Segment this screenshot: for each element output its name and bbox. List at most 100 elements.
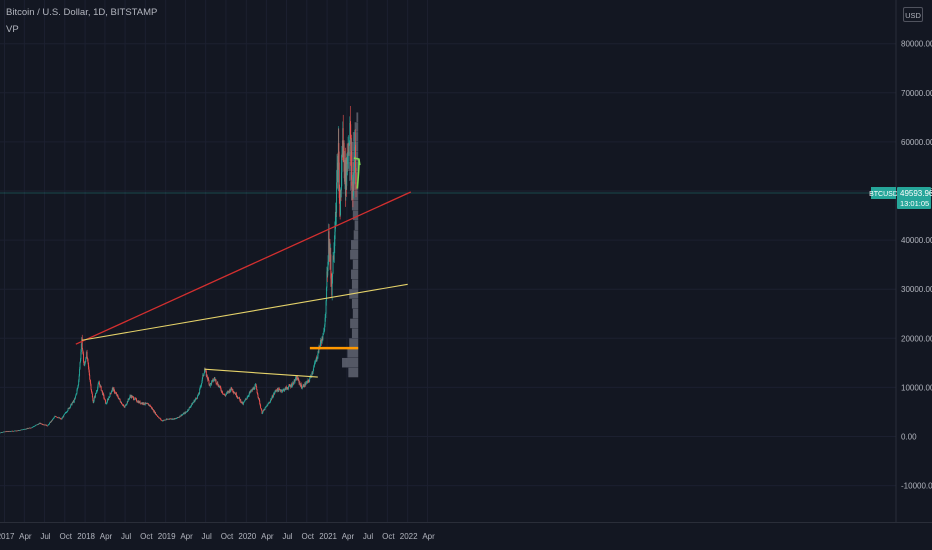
x-tick-label: Apr [19,532,32,541]
candle-body [197,395,198,399]
candle-body [257,392,258,395]
candle-body [171,419,173,420]
candle-body [142,402,144,405]
candle-body [249,391,251,394]
currency-button[interactable]: USD [903,7,923,22]
candle-body [73,399,75,402]
candle-body [79,362,81,369]
candle-body [94,396,96,399]
candle-body [268,403,270,404]
candle-body [305,382,307,385]
candle-body [155,414,157,416]
candle-body [240,399,242,403]
candle-body [226,392,228,394]
candle-body [298,378,300,381]
candle-body [302,387,304,388]
candle-body [188,409,190,411]
candle-body [300,384,302,387]
candle-body [145,402,147,404]
candle-body [66,411,68,413]
volume-profile-bar [351,200,359,211]
candle-body [67,410,69,412]
candle-body [238,397,239,399]
candle-body [70,404,72,407]
candle-body [260,405,262,409]
volume-profile-bar [351,240,359,250]
candle-body [309,378,311,382]
candle-body [320,340,322,342]
candle-body [235,393,237,397]
y-tick-label: 0.00 [901,433,917,442]
candle-body [338,162,340,198]
candle-body [272,395,274,398]
candle-body [273,393,275,395]
candle-body [248,393,250,396]
candle-body [285,387,287,390]
candle-body [201,381,203,384]
candle-body [83,354,84,362]
x-tick-label: 2020 [238,532,256,541]
candle-body [293,379,295,384]
volume-profile-bar [352,259,359,270]
candle-body [93,398,95,401]
candle-body [144,404,146,405]
indicator-legend[interactable]: VP [6,24,19,35]
candle-body [262,411,264,413]
candle-body [323,330,325,334]
candle-body [332,255,334,274]
candle-body [257,394,259,397]
candle-body [77,384,79,387]
candle-body [269,402,271,403]
candle-body [103,398,105,399]
candle-body [132,396,134,398]
candle-body [80,343,82,352]
candle-body [129,397,130,400]
candle-body [219,386,221,388]
x-tick-label: Oct [140,532,153,541]
candle-body [101,390,103,392]
candle-body [246,397,248,399]
candle-body [63,414,65,416]
candle-body [220,387,222,391]
volume-profile-bar [356,112,359,122]
candle-body [41,423,43,425]
symbol-legend[interactable]: Bitcoin / U.S. Dollar, 1D, BITSTAMP [6,7,158,18]
candle-body [339,197,341,204]
x-tick-label: 2018 [77,532,95,541]
candle-body [282,389,284,391]
candle-body [322,335,324,340]
candle-body [158,417,160,418]
candle-body [331,276,333,295]
candle-body [77,386,79,388]
candle-body [266,405,268,407]
candle-body [253,387,255,390]
candle-body [287,386,289,389]
candle-body [198,392,200,395]
y-tick-label: 70000.00 [901,89,932,98]
candle-body [169,418,171,420]
candle-body [313,367,315,371]
candle-body [182,414,183,416]
candle-body [48,424,50,425]
volume-profile-bar [352,210,359,221]
candle-body [317,351,319,357]
candle-body [224,395,226,397]
candle-body [315,359,317,363]
candle-body [279,389,281,391]
candle-body [49,422,51,423]
candle-body [84,363,86,365]
candle-body [208,380,210,385]
candle-body [226,392,228,393]
candle-body [301,386,303,389]
candle-body [102,391,103,395]
x-tick-label: Apr [422,532,435,541]
candle-body [340,172,342,191]
candle-body [36,424,38,426]
candle-body [132,397,134,400]
candle-body [104,399,106,401]
candle-body [160,418,162,420]
candle-body [76,389,78,394]
candle-body [307,380,309,383]
